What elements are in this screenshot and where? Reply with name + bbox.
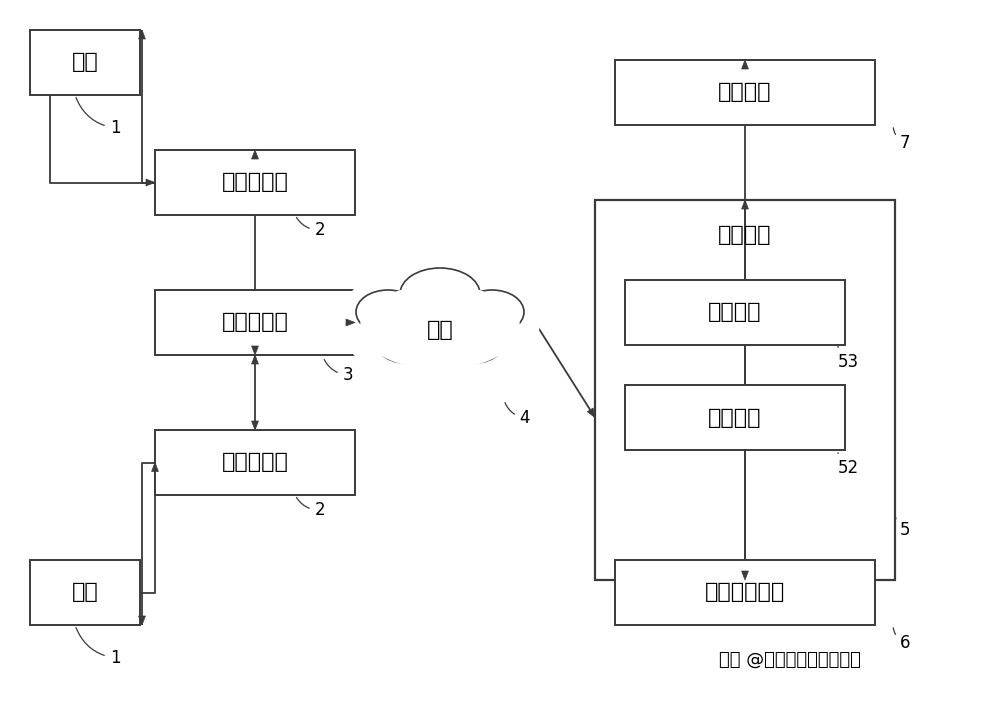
Ellipse shape — [432, 324, 504, 364]
Bar — [30, 560, 140, 625]
Ellipse shape — [400, 268, 480, 320]
Ellipse shape — [340, 257, 540, 387]
Polygon shape — [587, 408, 595, 417]
Text: 52: 52 — [837, 453, 859, 477]
Text: 控制中心: 控制中心 — [718, 225, 772, 245]
Polygon shape — [252, 355, 258, 364]
Polygon shape — [252, 346, 258, 355]
Text: 集中控制器: 集中控制器 — [222, 313, 288, 332]
Bar — [625, 385, 845, 450]
Bar — [30, 30, 140, 95]
Polygon shape — [742, 60, 748, 69]
Ellipse shape — [360, 284, 520, 370]
Bar — [595, 200, 895, 580]
Ellipse shape — [356, 290, 420, 334]
Polygon shape — [152, 463, 158, 472]
Text: 维修单位: 维修单位 — [718, 82, 772, 103]
Text: 终端控制器: 终端控制器 — [222, 172, 288, 192]
Polygon shape — [252, 150, 258, 159]
Bar — [155, 290, 355, 355]
Text: 6: 6 — [893, 628, 910, 652]
Bar — [155, 150, 355, 215]
Text: 路灯: 路灯 — [72, 582, 98, 603]
Ellipse shape — [460, 290, 524, 334]
Text: 1: 1 — [76, 98, 120, 137]
Text: 7: 7 — [893, 127, 910, 152]
Text: 5: 5 — [895, 513, 910, 539]
Text: 网络: 网络 — [427, 320, 453, 340]
Polygon shape — [742, 200, 748, 209]
Text: 53: 53 — [837, 345, 859, 371]
Text: 控制模块: 控制模块 — [708, 408, 762, 427]
Ellipse shape — [376, 324, 448, 364]
Bar — [615, 60, 875, 125]
Text: 头条 @亿佰特物联网实验室: 头条 @亿佰特物联网实验室 — [719, 651, 861, 669]
Text: 地理信息系统: 地理信息系统 — [705, 582, 785, 603]
Bar — [615, 560, 875, 625]
Text: 路灯: 路灯 — [72, 53, 98, 73]
Bar — [155, 430, 355, 495]
Ellipse shape — [410, 336, 470, 368]
Polygon shape — [139, 30, 145, 39]
Polygon shape — [146, 179, 155, 186]
Text: 故障模块: 故障模块 — [708, 303, 762, 322]
Polygon shape — [252, 421, 258, 430]
Text: 终端控制器: 终端控制器 — [222, 453, 288, 472]
Text: 3: 3 — [324, 360, 353, 384]
Text: 2: 2 — [296, 498, 325, 519]
Bar — [625, 280, 845, 345]
Text: 1: 1 — [76, 627, 120, 667]
Polygon shape — [742, 571, 748, 580]
Polygon shape — [139, 616, 145, 625]
Text: 4: 4 — [505, 403, 530, 427]
Polygon shape — [346, 319, 355, 326]
Text: 2: 2 — [296, 218, 325, 239]
